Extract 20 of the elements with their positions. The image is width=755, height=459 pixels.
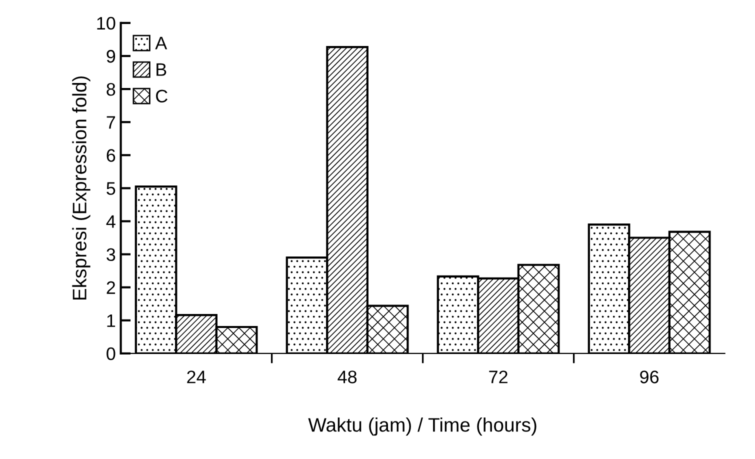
y-tick-label: 0 bbox=[106, 347, 116, 360]
x-tick-label: 72 bbox=[489, 370, 508, 384]
legend-label: B bbox=[156, 63, 166, 76]
legend-label: A bbox=[155, 36, 168, 50]
y-tick-label: 2 bbox=[106, 281, 116, 294]
y-tick-label: 7 bbox=[106, 116, 116, 129]
y-tick-label: 4 bbox=[106, 215, 116, 228]
y-tick-label: 10 bbox=[97, 16, 116, 30]
x-tick-label: 96 bbox=[640, 370, 659, 384]
y-tick-label: 1 bbox=[107, 314, 116, 327]
y-tick-label: 3 bbox=[106, 248, 116, 262]
y-axis-title: Ekspresi (Expression fold) bbox=[72, 76, 90, 300]
y-tick-label: 8 bbox=[106, 82, 116, 96]
x-axis-title: Waktu (jam) / Time (hours) bbox=[308, 417, 536, 436]
x-tick-label: 24 bbox=[187, 370, 206, 384]
y-tick-label: 9 bbox=[106, 50, 116, 63]
y-tick-label: 6 bbox=[106, 149, 116, 162]
y-tick-label: 5 bbox=[106, 182, 116, 195]
legend-label: C bbox=[156, 90, 168, 102]
x-tick-label: 48 bbox=[338, 370, 357, 384]
